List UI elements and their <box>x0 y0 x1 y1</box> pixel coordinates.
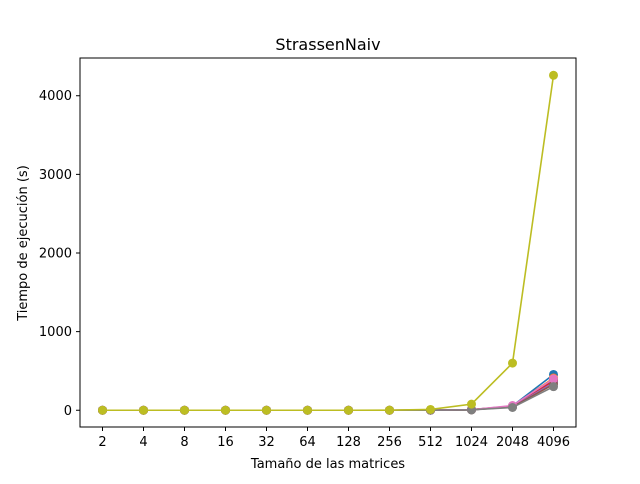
y-axis-label: Tiempo de ejecución (s) <box>16 165 31 322</box>
axis-ticks: 2 4 8 16 32 64 128 256 512 1024 2048 4096 0 1000 2000 3… <box>39 89 570 450</box>
data-point <box>467 399 476 409</box>
y-tick-label: 4000 <box>39 89 72 104</box>
x-tick-label: 256 <box>377 435 402 450</box>
x-tick-label: 64 <box>299 435 316 450</box>
data-point <box>262 405 271 415</box>
data-point <box>303 405 312 415</box>
series-line <box>102 75 555 412</box>
series-layer <box>98 70 558 415</box>
data-point <box>221 405 230 415</box>
chart-title: StrassenNaiv <box>275 35 380 54</box>
data-point <box>98 405 107 415</box>
y-tick-label: 1000 <box>39 325 72 340</box>
y-tick-label: 3000 <box>39 168 72 183</box>
series-9 <box>98 70 558 415</box>
x-tick-label: 8 <box>180 435 188 450</box>
x-tick-label: 32 <box>258 435 275 450</box>
data-point <box>508 358 517 368</box>
data-point <box>180 405 189 415</box>
data-point <box>344 405 353 415</box>
x-tick-label: 512 <box>418 435 443 450</box>
data-point <box>549 382 558 392</box>
data-point <box>139 405 148 415</box>
x-tick-label: 16 <box>217 435 234 450</box>
x-tick-label: 1024 <box>455 435 488 450</box>
data-point <box>385 405 394 415</box>
x-tick-label: 2 <box>98 435 106 450</box>
data-point <box>549 374 558 384</box>
y-tick-label: 2000 <box>39 246 72 261</box>
x-axis-label: Tamaño de las matrices <box>250 457 405 472</box>
data-point <box>508 403 517 412</box>
x-tick-label: 4 <box>139 435 147 450</box>
x-tick-label: 2048 <box>496 435 529 450</box>
x-tick-label: 4096 <box>537 435 570 450</box>
data-point <box>426 404 435 414</box>
x-tick-label: 128 <box>336 435 361 450</box>
data-point <box>549 70 558 80</box>
plot-area-frame <box>79 57 577 428</box>
y-tick-label: 0 <box>64 404 72 419</box>
